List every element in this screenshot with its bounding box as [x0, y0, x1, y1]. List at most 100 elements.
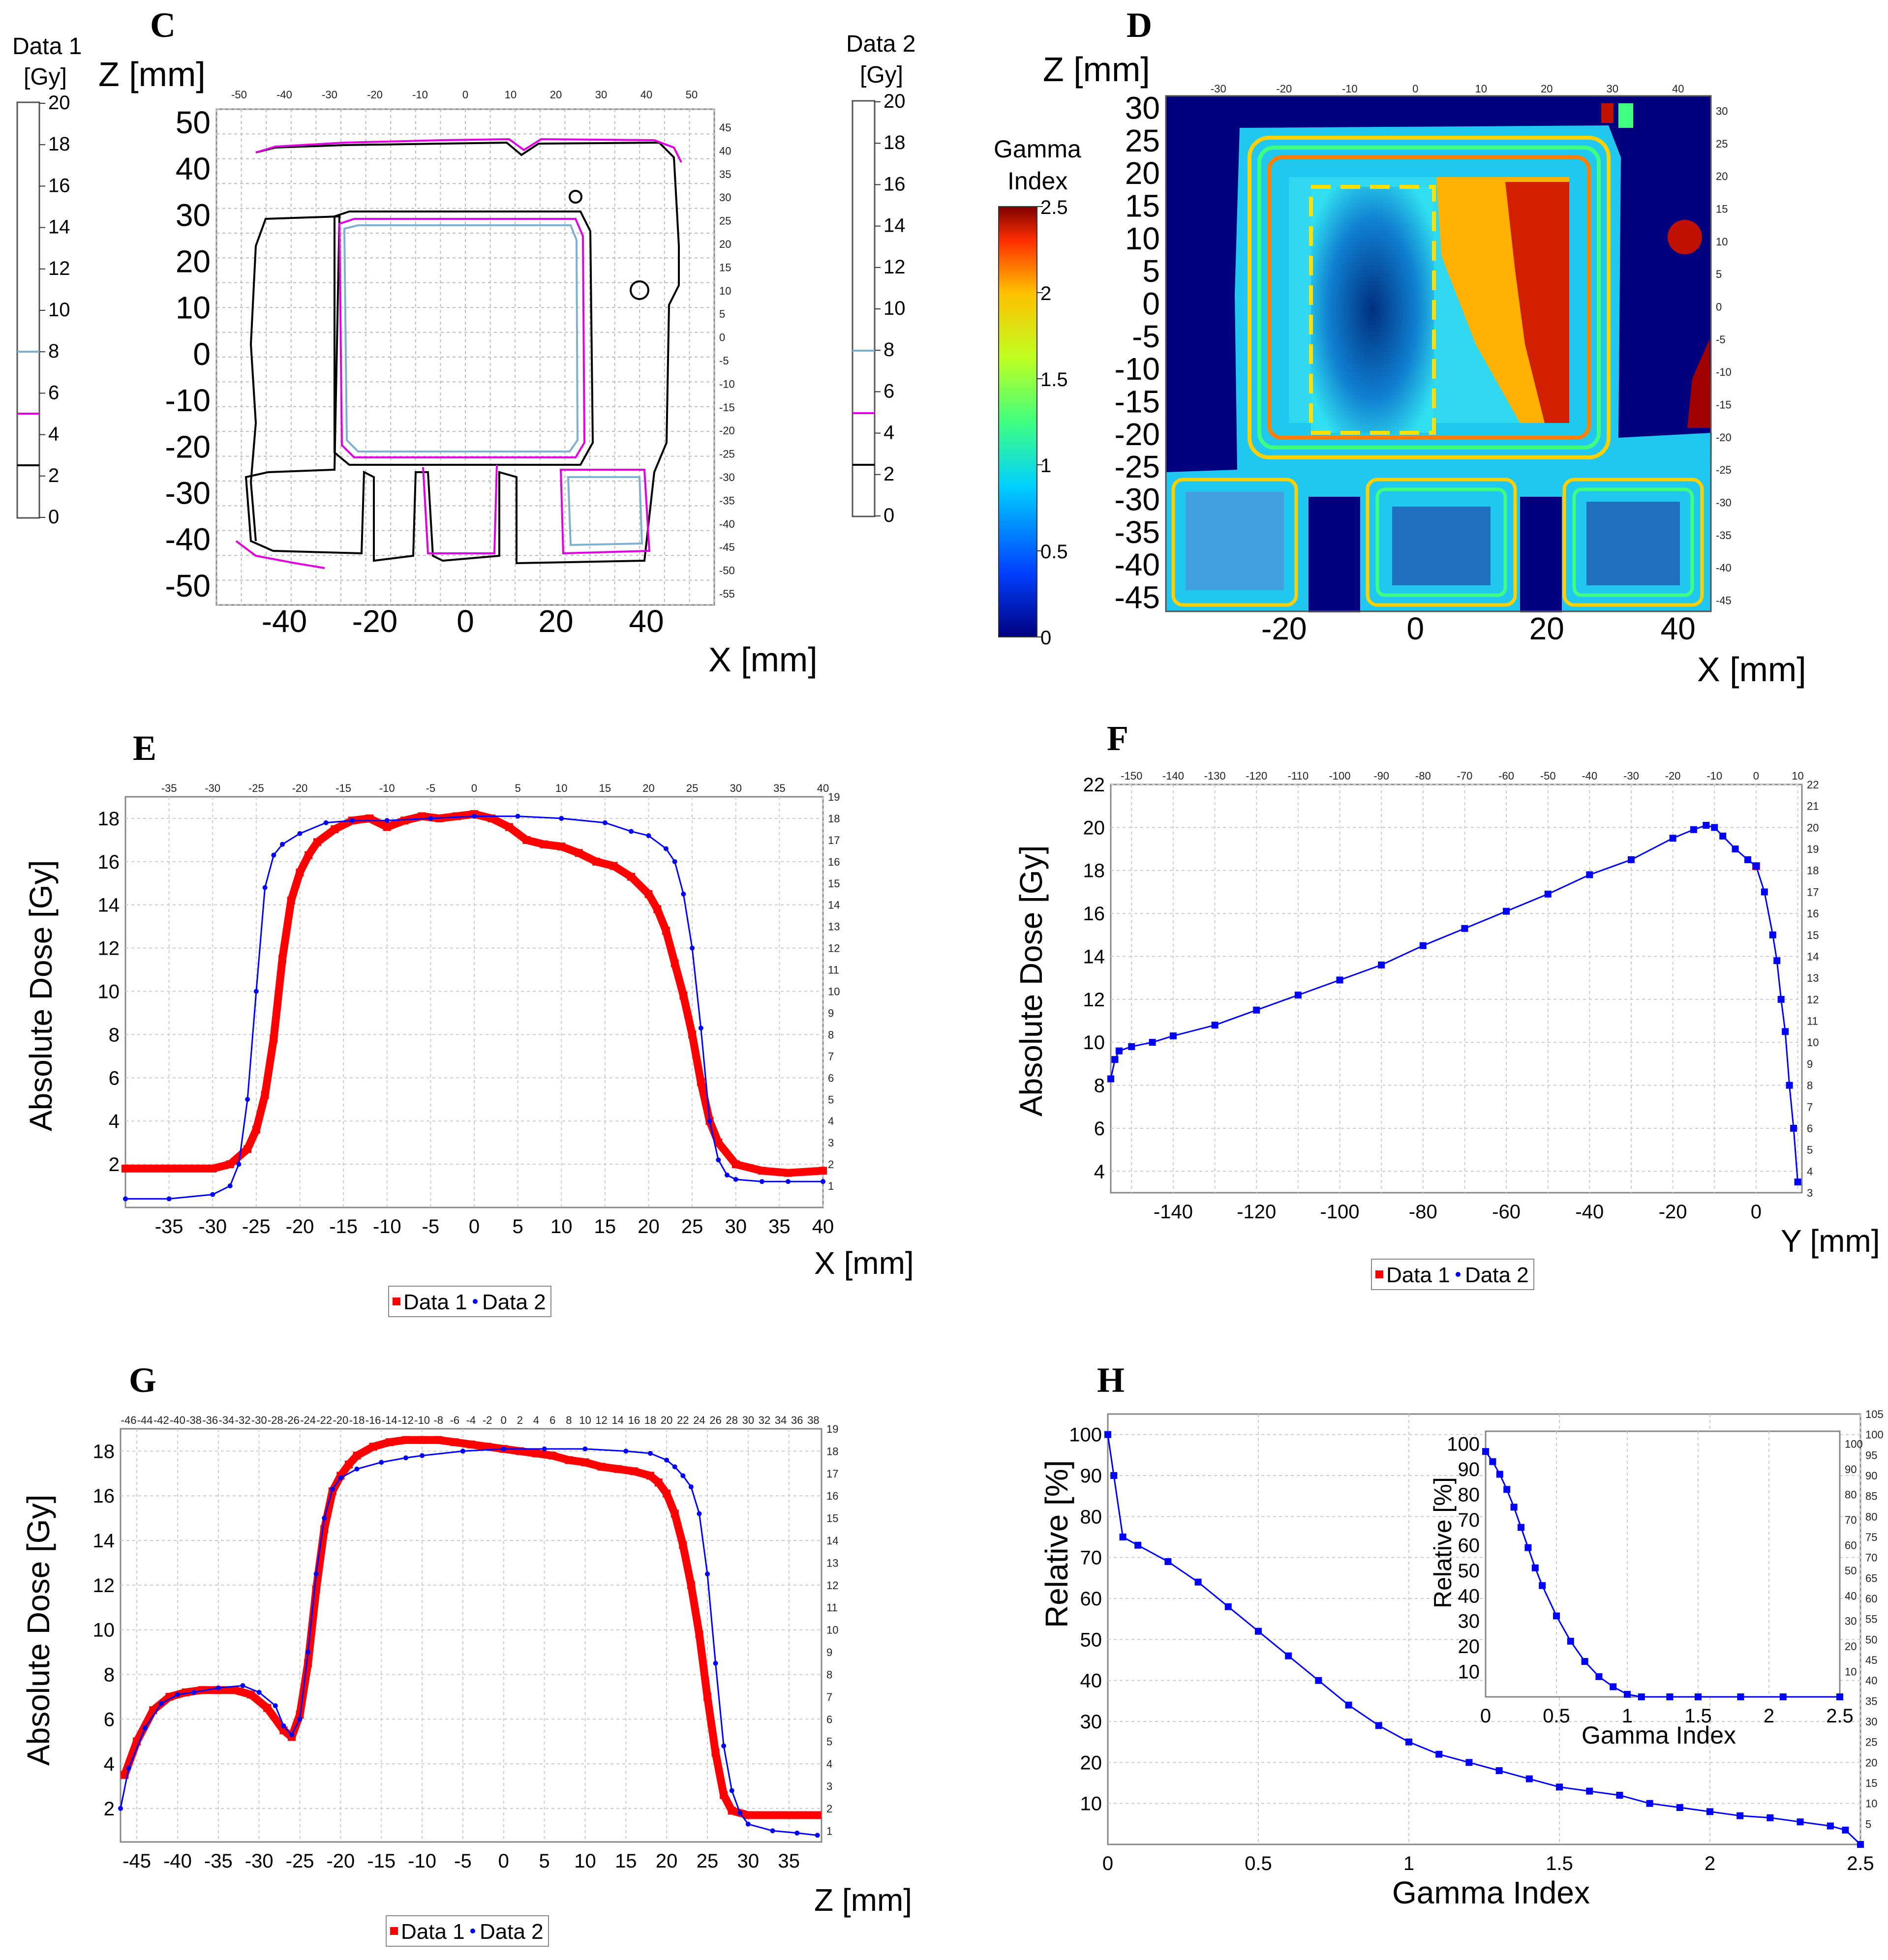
data-point-data-2: [1777, 995, 1785, 1003]
chartG-top-tick: 34: [775, 1414, 787, 1426]
chartG-top-tick: -16: [365, 1414, 381, 1426]
chartG-top-tick: 38: [807, 1414, 819, 1426]
data-point-data-1: [483, 1443, 491, 1451]
chartH-ytick: 90: [1080, 1465, 1102, 1487]
data-point-data-2: [428, 815, 433, 821]
legend-data1-marker: [393, 1297, 400, 1305]
chartF-ytick: 4: [1094, 1161, 1105, 1182]
isodose-2gy-outer: [244, 141, 680, 565]
panel-c-top-tick: 20: [550, 89, 562, 101]
data-point-main: [1842, 1826, 1849, 1834]
chartG-top-tick: -18: [349, 1414, 365, 1426]
data-point-data-1: [679, 1541, 687, 1549]
data-point-data-1: [252, 1125, 260, 1134]
chartE-top-tick: -5: [426, 782, 436, 794]
chartF-right-tick: 22: [1807, 779, 1819, 791]
panel-d-right-tick: -10: [1716, 366, 1732, 378]
data-point-main: [1616, 1792, 1623, 1799]
roi-dashed-box: [1309, 185, 1436, 435]
chartE-xtick: -5: [422, 1216, 440, 1237]
chartG-top-tick: -6: [450, 1414, 460, 1426]
chartHi-ytick: 90: [1458, 1459, 1480, 1480]
chartG-xtick: 30: [737, 1850, 760, 1872]
data-point-data-1: [401, 1436, 410, 1444]
series-data-2-line: [120, 1448, 819, 1836]
chartH-xtick: 2: [1705, 1853, 1715, 1874]
chartH-ytick: 100: [1069, 1424, 1102, 1446]
isodose-small: [569, 190, 582, 204]
data-point-main: [1164, 1558, 1172, 1565]
panel-f: F Absolute Dose [Gy] Y [mm] -140 -120 -100…: [1013, 719, 1880, 1290]
data-point-data-2: [663, 846, 669, 851]
panel-c-xtick: -40: [262, 603, 307, 639]
data-point-data-1: [165, 1164, 173, 1173]
chartH-ytick: 80: [1080, 1506, 1102, 1528]
data-point-data-2: [289, 1732, 294, 1738]
panel-f-ylabel: Absolute Dose [Gy]: [1013, 845, 1049, 1116]
data-point-data-1: [714, 1139, 723, 1147]
data-point-data-2: [280, 842, 285, 847]
data-point-data-2: [323, 820, 329, 825]
chartG-top-tick: -2: [483, 1414, 492, 1426]
legend-data1-marker: [1375, 1270, 1383, 1278]
data-point-data-2: [559, 815, 564, 821]
data-point-main: [1797, 1818, 1804, 1826]
colorbar-data2-title: Data 2: [846, 31, 915, 57]
data-point-data-1: [270, 1035, 278, 1043]
chartG-right-tick: 6: [826, 1713, 832, 1725]
data-point-data-1: [679, 992, 688, 1000]
chartF-xtick: -80: [1409, 1201, 1437, 1223]
legend-data1: Data 1: [1386, 1263, 1450, 1287]
data-point-data-2: [1336, 976, 1343, 984]
chartG-right-tick: 15: [826, 1512, 838, 1525]
chartF-right-tick: 17: [1807, 886, 1819, 898]
data-point-data-2: [191, 1689, 197, 1695]
chartH-xtick: 1: [1403, 1853, 1414, 1874]
panel-c-ytick: -10: [165, 383, 211, 418]
data-point-data-1: [304, 1659, 312, 1667]
data-point-data-2: [330, 1486, 335, 1492]
data-point-data-2: [1461, 925, 1468, 932]
data-point-inset: [1503, 1486, 1511, 1493]
chartH-ytick: 10: [1080, 1793, 1102, 1815]
chartE-xtick: 40: [812, 1216, 834, 1237]
chartHi-right-tick: 50: [1845, 1565, 1857, 1577]
isodose-8gy-center: [343, 224, 579, 452]
colorbar-tick-label: 12: [48, 258, 70, 279]
data-point-inset: [1482, 1448, 1489, 1455]
chartF-top-tick: -30: [1623, 770, 1639, 782]
data-point-data-2: [1128, 1043, 1135, 1050]
panel-d-right-tick: -15: [1716, 398, 1732, 411]
panel-d-top-tick: -30: [1211, 83, 1226, 95]
data-point-data-2: [707, 1118, 712, 1124]
data-point-inset: [1518, 1524, 1524, 1531]
data-point-data-1: [522, 836, 531, 844]
panel-d-ytick: 30: [1125, 90, 1160, 126]
gamma-colorbar-tick: 0.5: [1040, 541, 1068, 563]
data-point-data-2: [725, 1173, 730, 1178]
panel-c-top-tick: 0: [462, 89, 468, 101]
data-point-data-1: [331, 825, 339, 833]
data-point-data-2: [1669, 835, 1676, 842]
data-point-main: [1766, 1814, 1774, 1821]
chartE-xtick: -30: [198, 1216, 227, 1237]
data-point-data-2: [338, 1475, 343, 1480]
data-point-data-1: [548, 1451, 557, 1460]
chartE-top-tick: -35: [161, 782, 177, 794]
panel-d-ytick: -40: [1115, 547, 1160, 582]
chartH-ytick: 60: [1080, 1588, 1102, 1610]
data-point-data-2: [716, 1157, 721, 1163]
chartF-right-tick: 9: [1807, 1058, 1813, 1070]
chartG-xtick: 20: [656, 1850, 678, 1872]
panel-c-right-tick: 15: [719, 261, 731, 273]
data-point-inset: [1836, 1693, 1843, 1700]
data-point-data-2: [253, 989, 259, 994]
isodose-5gy-top: [255, 138, 682, 163]
data-point-inset: [1524, 1544, 1532, 1551]
chartH-ytick: 70: [1080, 1547, 1102, 1569]
chartE-top-tick: 15: [599, 782, 611, 794]
data-point-data-2: [629, 829, 634, 834]
chartF-right-tick: 14: [1807, 950, 1819, 963]
data-point-data-2: [1544, 890, 1552, 898]
